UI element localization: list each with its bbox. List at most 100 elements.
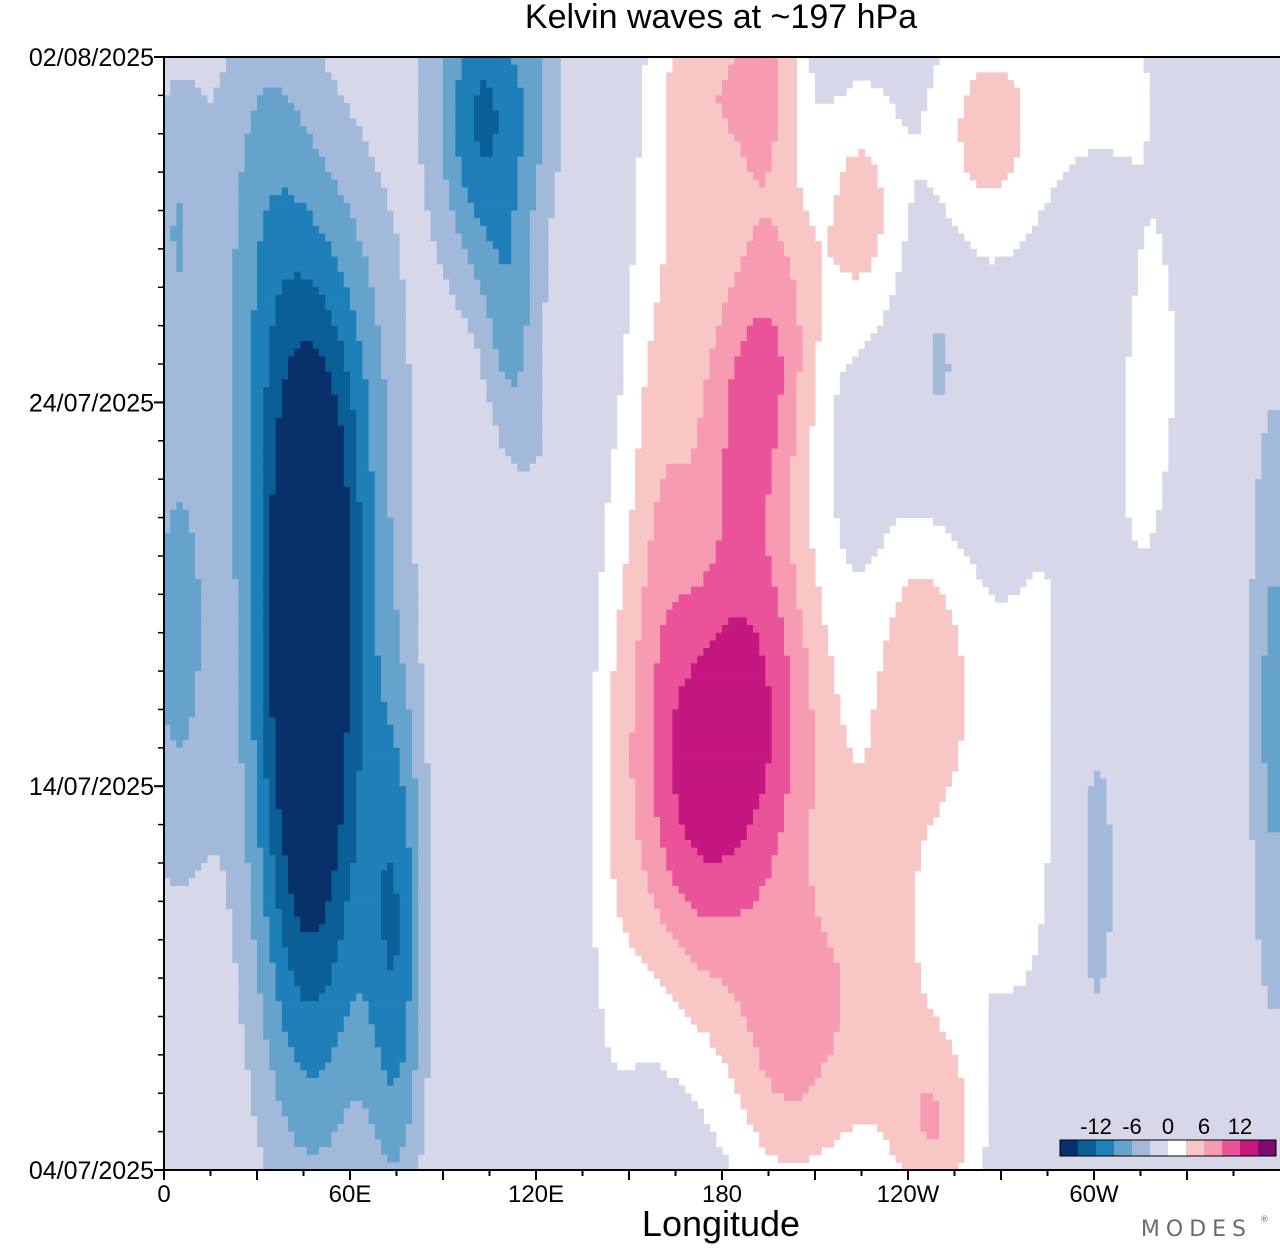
field-cell	[350, 1100, 363, 1110]
field-cell	[1106, 778, 1250, 787]
field-cell	[777, 225, 816, 235]
field-cell	[1249, 824, 1269, 833]
field-cell	[368, 456, 388, 465]
field-cell	[418, 571, 599, 580]
field-cell	[722, 448, 773, 457]
field-cell	[852, 563, 866, 572]
field-cell	[250, 648, 264, 657]
field-cell	[281, 87, 339, 96]
field-cell	[610, 747, 630, 757]
field-cell	[443, 126, 456, 135]
field-cell	[201, 862, 221, 872]
field-cell	[319, 993, 357, 1002]
field-cell	[436, 256, 469, 265]
field-cell	[412, 962, 419, 972]
field-cell	[777, 586, 797, 595]
field-cell	[430, 1008, 605, 1018]
field-cell	[269, 509, 351, 519]
field-cell	[257, 809, 270, 818]
field-cell	[1249, 793, 1269, 803]
field-cell	[176, 502, 184, 511]
field-cell	[722, 103, 779, 112]
field-cell	[337, 80, 419, 89]
field-cell	[393, 1077, 413, 1087]
field-cell	[387, 486, 413, 496]
field-cell	[331, 878, 351, 887]
field-cell	[1106, 955, 1262, 964]
field-cell	[399, 916, 413, 925]
field-cell	[728, 402, 779, 411]
field-cell	[1087, 885, 1114, 895]
field-cell	[877, 1123, 921, 1133]
field-cell	[790, 486, 810, 496]
field-cell	[1174, 341, 1280, 350]
field-cell	[529, 210, 556, 219]
field-cell	[480, 87, 494, 96]
field-cell	[244, 839, 258, 849]
field-cell	[164, 509, 171, 519]
field-cell	[771, 218, 810, 227]
field-cell	[300, 916, 326, 925]
field-cell	[542, 87, 562, 96]
field-cell	[945, 379, 1126, 388]
field-cell	[412, 1100, 425, 1110]
field-cell	[722, 456, 773, 465]
field-cell	[833, 471, 1126, 480]
field-cell	[263, 732, 277, 741]
field-cell	[808, 847, 921, 856]
field-cell	[728, 287, 797, 296]
field-cell	[616, 648, 636, 657]
field-cell	[1267, 417, 1280, 427]
field-cell	[306, 1146, 320, 1156]
field-cell	[833, 448, 1126, 457]
field-cell	[672, 717, 773, 726]
field-cell	[728, 617, 748, 626]
field-cell	[784, 648, 810, 657]
field-cell	[356, 809, 407, 818]
field-cell	[802, 364, 816, 373]
field-cell	[201, 648, 239, 657]
field-cell	[641, 617, 667, 626]
field-cell	[350, 110, 419, 120]
field-cell	[1112, 862, 1256, 872]
field-cell	[1087, 893, 1114, 902]
field-cell	[529, 463, 611, 473]
field-cell	[511, 225, 531, 235]
field-cell	[443, 110, 456, 120]
field-cell	[418, 1039, 432, 1048]
field-cell	[405, 663, 425, 672]
field-cell	[412, 985, 419, 995]
field-cell	[362, 609, 376, 618]
field-cell	[653, 517, 723, 526]
field-cell	[362, 663, 382, 672]
field-cell	[418, 1062, 432, 1071]
field-cell	[381, 348, 407, 357]
field-cell	[542, 371, 624, 380]
field-cell	[635, 502, 655, 511]
field-cell	[250, 532, 264, 542]
field-cell	[722, 110, 779, 120]
field-cell	[653, 663, 692, 672]
field-cell	[164, 1116, 258, 1125]
field-cell	[337, 410, 357, 419]
field-cell	[436, 248, 469, 258]
field-cell	[1087, 832, 1114, 841]
field-cell	[777, 594, 797, 603]
field-cell	[777, 341, 804, 350]
field-cell	[164, 909, 233, 918]
field-cell	[560, 103, 642, 112]
field-cell	[164, 532, 196, 542]
x-tick-label: 120W	[877, 1181, 940, 1208]
field-cell	[715, 95, 779, 104]
field-cell	[1267, 586, 1280, 595]
field-cell	[238, 985, 258, 995]
colorbar-label: -12	[1080, 1114, 1112, 1139]
field-cell	[945, 371, 1126, 380]
field-cell	[722, 479, 773, 488]
field-cell	[635, 655, 661, 664]
field-cell	[1149, 133, 1280, 143]
field-cell	[870, 80, 934, 89]
field-cell	[164, 816, 246, 826]
field-cell	[839, 379, 934, 388]
field-cell	[1156, 509, 1256, 519]
